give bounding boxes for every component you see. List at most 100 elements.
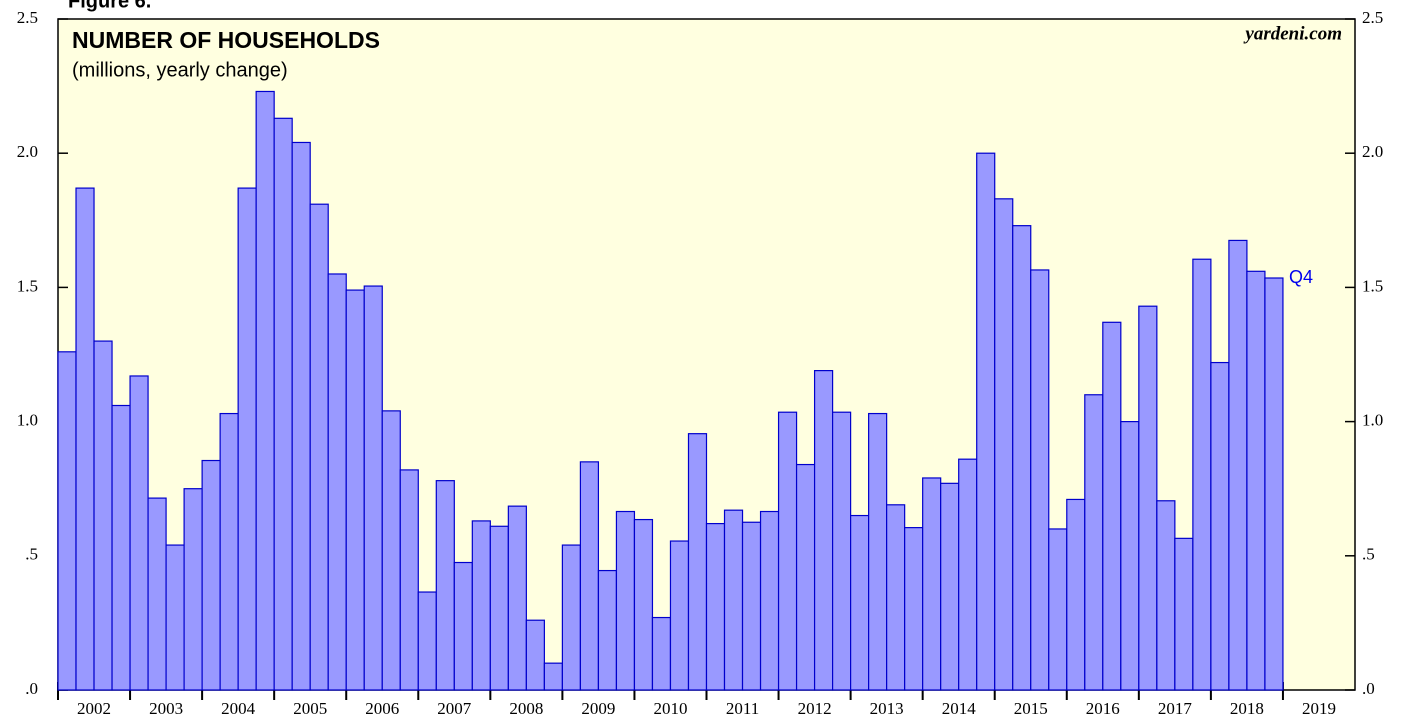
bar: [1084, 394, 1104, 691]
y2-tick-label: .5: [1362, 545, 1375, 564]
x-tick-label: 2005: [293, 699, 327, 718]
bar: [615, 510, 636, 691]
bar: [1012, 225, 1032, 691]
chart-subtitle: (millions, yearly change): [72, 59, 288, 81]
bar: [525, 619, 545, 691]
source: yardeni.com: [1243, 23, 1342, 44]
x-tick-label: 2012: [798, 699, 832, 718]
bar: [687, 433, 708, 691]
bar: [57, 351, 77, 691]
bar: [1174, 537, 1194, 691]
bar: [1246, 270, 1266, 691]
bar: [111, 404, 131, 691]
bar: [831, 411, 852, 691]
bar: [543, 662, 563, 691]
bar: [165, 544, 185, 691]
bar: [345, 289, 365, 691]
x-tick-label: 2016: [1086, 699, 1120, 718]
x-tick-label: 2011: [726, 699, 759, 718]
bar: [976, 152, 996, 691]
bar: [309, 203, 329, 691]
bar: [363, 285, 383, 691]
bar: [1156, 500, 1176, 691]
bar: [1102, 321, 1122, 691]
bar: [904, 527, 924, 691]
bar: [147, 497, 167, 691]
bar: [579, 461, 600, 691]
x-tick-label: 2002: [77, 699, 111, 718]
bar: [417, 591, 437, 691]
bar: [850, 514, 870, 691]
bar: [237, 187, 257, 691]
x-tick-label: 2013: [870, 699, 904, 718]
bar: [1264, 277, 1284, 691]
bar: [435, 480, 455, 691]
bar: [129, 375, 149, 691]
bar: [1138, 305, 1158, 691]
bar: [327, 273, 347, 691]
x-tick-label: 2019: [1302, 699, 1336, 718]
bar: [291, 141, 311, 691]
x-tick-label: 2006: [365, 699, 399, 718]
bar: [597, 569, 618, 691]
bar: [255, 90, 275, 691]
bar: [1228, 239, 1248, 691]
chart-title: NUMBER OF HOUSEHOLDS: [72, 27, 380, 53]
bar: [273, 117, 293, 691]
y2-tick-label: 1.0: [1362, 411, 1383, 430]
y2-tick-label: .0: [1362, 679, 1375, 698]
x-tick-label: 2017: [1158, 699, 1193, 718]
bar: [1066, 498, 1086, 691]
bar: [75, 187, 95, 691]
x-tick-label: 2004: [221, 699, 256, 718]
bar: [1192, 258, 1212, 691]
bar: [1048, 528, 1068, 691]
x-tick-label: 2018: [1230, 699, 1264, 718]
y2-tick-label: 1.5: [1362, 276, 1383, 295]
bar: [813, 370, 834, 691]
bar: [399, 469, 419, 691]
bar: [922, 477, 942, 691]
bar: [940, 482, 960, 691]
annotation: Q4: [1289, 267, 1313, 287]
bar: [868, 412, 888, 691]
y-tick-label: 2.0: [17, 142, 38, 161]
bar: [651, 616, 672, 691]
y-tick-label: 2.5: [17, 8, 38, 27]
y-tick-label: 1.5: [17, 276, 38, 295]
y-tick-label: 1.0: [17, 411, 38, 430]
bar: [994, 198, 1014, 691]
x-tick-label: 2008: [509, 699, 543, 718]
x-tick-label: 2015: [1014, 699, 1048, 718]
x-tick-label: 2014: [942, 699, 977, 718]
bar: [669, 540, 690, 691]
bar: [201, 459, 221, 691]
bar: [1030, 269, 1050, 691]
bar: [183, 488, 203, 691]
x-tick-label: 2009: [581, 699, 615, 718]
bar: [1120, 421, 1140, 691]
y-tick-label: .0: [25, 679, 38, 698]
bar: [381, 410, 401, 691]
bar: [633, 518, 654, 691]
bar: [886, 504, 906, 691]
bar: [489, 525, 509, 691]
figure-label: Figure 6.: [68, 0, 151, 12]
bar: [741, 521, 762, 691]
bar: [219, 412, 239, 691]
bar: [777, 411, 798, 691]
bar: [507, 505, 527, 691]
y2-tick-label: 2.0: [1362, 142, 1383, 161]
y-tick-label: .5: [25, 545, 38, 564]
bar: [958, 458, 978, 691]
bar: [759, 510, 780, 691]
x-tick-label: 2007: [437, 699, 472, 718]
bar: [723, 509, 744, 691]
bar: [453, 561, 473, 691]
x-tick-label: 2003: [149, 699, 183, 718]
bar: [795, 463, 816, 691]
x-tick-label: 2010: [653, 699, 687, 718]
y2-tick-label: 2.5: [1362, 8, 1383, 27]
bar: [705, 522, 726, 691]
